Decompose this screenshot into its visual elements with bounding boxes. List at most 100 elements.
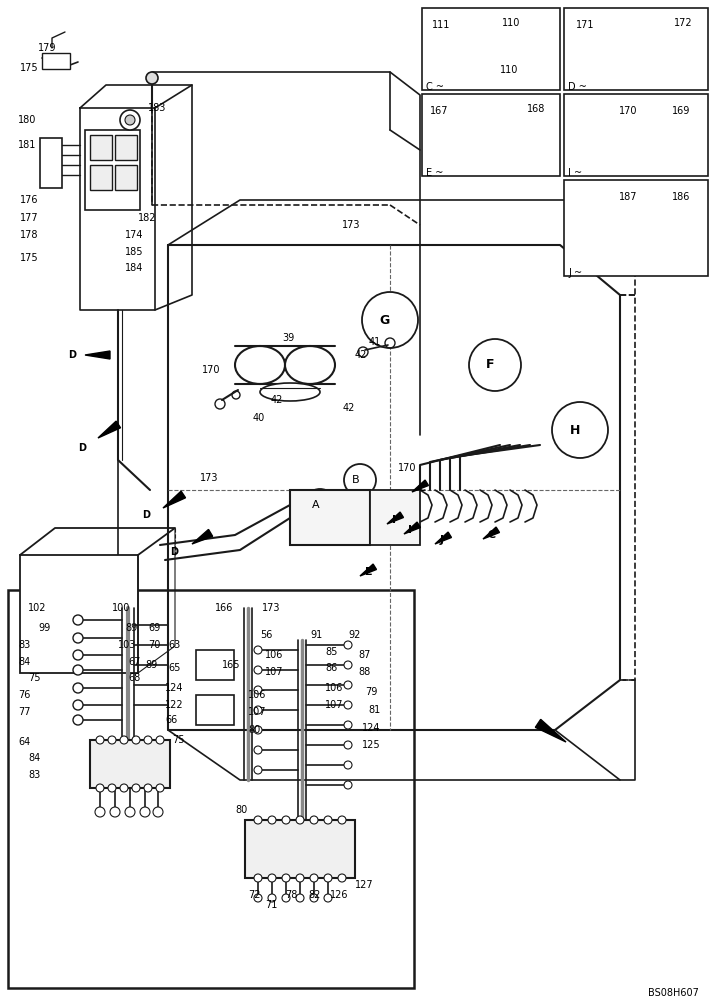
- Circle shape: [153, 807, 163, 817]
- Text: I: I: [392, 515, 396, 525]
- Bar: [85, 130, 140, 210]
- Polygon shape: [85, 351, 110, 359]
- Text: 84: 84: [28, 753, 41, 763]
- Polygon shape: [98, 421, 120, 438]
- Text: 99: 99: [38, 623, 51, 633]
- Text: 171: 171: [576, 20, 595, 30]
- Text: 40: 40: [253, 413, 266, 423]
- Circle shape: [110, 807, 120, 817]
- Text: 124: 124: [362, 723, 380, 733]
- Text: 178: 178: [20, 230, 38, 240]
- Circle shape: [344, 721, 352, 729]
- Text: 71: 71: [265, 900, 278, 910]
- Text: 86: 86: [325, 663, 337, 673]
- Circle shape: [344, 701, 352, 709]
- Text: 75: 75: [28, 673, 41, 683]
- Text: 42: 42: [271, 395, 283, 405]
- Text: I ~: I ~: [568, 168, 582, 178]
- Polygon shape: [483, 527, 500, 539]
- Text: 92: 92: [348, 630, 360, 640]
- Text: 64: 64: [18, 737, 30, 747]
- Text: 80: 80: [248, 725, 261, 735]
- Text: 173: 173: [262, 603, 281, 613]
- Polygon shape: [404, 522, 421, 534]
- Text: 186: 186: [672, 192, 691, 202]
- Circle shape: [254, 686, 262, 694]
- Circle shape: [254, 646, 262, 654]
- Circle shape: [125, 807, 135, 817]
- Circle shape: [344, 681, 352, 689]
- Bar: [196, 695, 234, 725]
- Bar: [652, 122, 672, 150]
- Circle shape: [460, 32, 468, 40]
- Circle shape: [146, 72, 158, 84]
- Circle shape: [598, 42, 614, 58]
- Text: 80: 80: [235, 805, 247, 815]
- Text: 62: 62: [108, 765, 120, 775]
- Bar: [90, 165, 112, 190]
- Circle shape: [120, 110, 140, 130]
- Bar: [40, 138, 62, 188]
- Circle shape: [254, 706, 262, 714]
- Circle shape: [344, 741, 352, 749]
- Text: 85: 85: [325, 647, 337, 657]
- Circle shape: [469, 339, 521, 391]
- Text: 179: 179: [38, 43, 56, 53]
- Text: 169: 169: [672, 106, 691, 116]
- Bar: [196, 650, 234, 680]
- Polygon shape: [412, 480, 429, 492]
- Circle shape: [486, 32, 494, 40]
- Text: 72: 72: [248, 890, 261, 900]
- Text: C ~: C ~: [426, 82, 444, 92]
- Text: 167: 167: [430, 106, 449, 116]
- Text: BS08H607: BS08H607: [648, 988, 699, 998]
- Text: 126: 126: [330, 890, 348, 900]
- Circle shape: [144, 784, 152, 792]
- Circle shape: [120, 784, 128, 792]
- Circle shape: [254, 816, 262, 824]
- Text: 42: 42: [355, 350, 367, 360]
- Circle shape: [552, 402, 608, 458]
- Circle shape: [344, 661, 352, 669]
- Text: 87: 87: [358, 650, 370, 660]
- Circle shape: [140, 807, 150, 817]
- Text: 65: 65: [168, 663, 180, 673]
- Text: 170: 170: [398, 463, 417, 473]
- Text: 82: 82: [308, 890, 320, 900]
- Circle shape: [324, 816, 332, 824]
- Bar: [370, 490, 420, 545]
- Circle shape: [310, 894, 318, 902]
- Ellipse shape: [260, 383, 320, 401]
- Bar: [614, 222, 624, 232]
- Circle shape: [338, 874, 346, 882]
- Circle shape: [132, 736, 140, 744]
- Bar: [20, 555, 138, 673]
- Circle shape: [125, 115, 135, 125]
- Text: 75: 75: [172, 735, 184, 745]
- Text: 123: 123: [108, 750, 127, 760]
- Text: 42: 42: [343, 403, 355, 413]
- Text: 100: 100: [112, 603, 130, 613]
- Text: 83: 83: [18, 640, 30, 650]
- Bar: [564, 8, 708, 90]
- Text: C: C: [418, 483, 426, 493]
- Text: B: B: [352, 475, 360, 485]
- Text: 76: 76: [18, 690, 31, 700]
- Text: 89: 89: [145, 660, 157, 670]
- Text: 84: 84: [18, 657, 30, 667]
- Text: 63: 63: [168, 640, 180, 650]
- Bar: [245, 820, 355, 878]
- Text: 175: 175: [20, 63, 38, 73]
- Text: 122: 122: [165, 700, 184, 710]
- Text: H: H: [570, 424, 580, 436]
- Circle shape: [268, 894, 276, 902]
- Circle shape: [96, 784, 104, 792]
- Text: 125: 125: [362, 740, 381, 750]
- Circle shape: [120, 736, 128, 744]
- Text: 107: 107: [265, 667, 283, 677]
- Bar: [487, 122, 522, 148]
- Circle shape: [338, 816, 346, 824]
- Text: 170: 170: [619, 106, 637, 116]
- Text: 39: 39: [282, 333, 294, 343]
- Circle shape: [254, 874, 262, 882]
